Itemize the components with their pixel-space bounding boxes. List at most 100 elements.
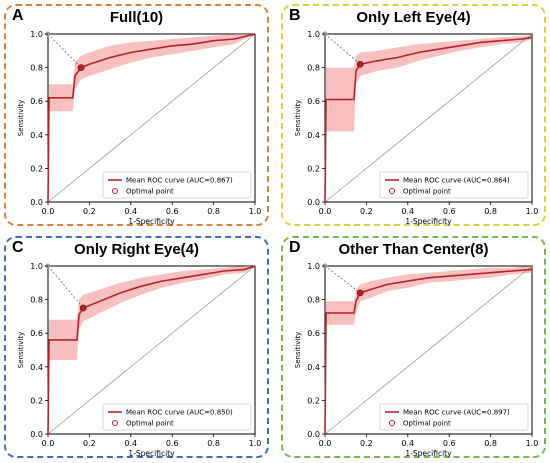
y-axis-label: Sensitivity [17,332,25,368]
optimal-point [356,289,364,297]
x-tick-label: 0.6 [166,439,179,448]
legend-curve-label: Mean ROC curve (AUC=0.864) [403,177,510,185]
y-axis-label: Sensitivity [294,332,302,368]
x-tick-label: 0.2 [360,439,373,448]
legend: Mean ROC curve (AUC=0.897) Optimal point [379,403,529,431]
y-tick-label: 1.0 [307,262,320,271]
confidence-band [48,266,255,434]
roc-plot: 0.0 0.2 0.4 0.6 0.8 1.0 0.0 0.2 0.4 0.6 0.8 1.0 1-Sp… [294,30,539,226]
mean-roc-curve [324,268,533,435]
x-tick-label: 1.0 [526,439,539,448]
optimal-guide-line [324,265,361,294]
x-axis-label: 1-Specificity [128,217,175,226]
panel-letter: B [289,7,301,24]
x-tick-label: 0.4 [401,439,414,448]
x-tick-label: 0.2 [360,207,373,216]
optimal-guide-line [47,265,84,309]
legend: Mean ROC curve (AUC=0.864) Optimal point [379,171,529,199]
panel-title: Other Than Center(8) [338,241,489,258]
y-tick-label: 0.6 [307,329,320,338]
y-tick-label: 0.0 [30,430,43,439]
roc-plot: 0.0 0.2 0.4 0.6 0.8 1.0 0.0 0.2 0.4 0.6 0.8 1.0 1-Sp… [17,262,262,458]
roc-plot: 0.0 0.2 0.4 0.6 0.8 1.0 0.0 0.2 0.4 0.6 0.8 1.0 1-Sp… [294,262,539,458]
x-tick-label: 0.8 [207,439,220,448]
x-tick-label: 0.0 [319,439,332,448]
legend-point-swatch [112,188,118,194]
x-tick-label: 0.8 [484,439,497,448]
y-tick-label: 0.8 [30,296,43,305]
legend-box [102,171,252,199]
y-tick-label: 0.8 [307,64,320,73]
y-tick-label: 0.6 [30,329,43,338]
y-tick-label: 0.0 [307,430,320,439]
y-tick-label: 0.4 [307,363,320,372]
legend-curve-label: Mean ROC curve (AUC=0.867) [126,177,233,185]
x-tick-label: 0.8 [484,207,497,216]
x-tick-label: 1.0 [249,439,262,448]
roc-panel-d: D Other Than Center(8) 0.0 0.2 0.4 0.6 0.8 1.… [281,236,546,458]
legend-point-label: Optimal point [126,188,174,196]
panel-letter: D [289,239,301,256]
roc-panel-b: B Only Left Eye(4) 0.0 0.2 0.4 0.6 0.8 1.0 0.0… [281,4,546,226]
panel-title: Full(10) [109,9,164,26]
panel-title: Only Right Eye(4) [73,241,200,258]
y-tick-label: 1.0 [307,30,320,39]
legend-point-swatch [389,188,395,194]
x-tick-label: 0.0 [42,439,55,448]
x-tick-label: 0.8 [207,207,220,216]
roc-panel-a: A Full(10) 0.0 0.2 0.4 0.6 0.8 1.0 0.0 0.2 0.4 0.… [4,4,269,226]
y-tick-label: 0.0 [30,198,43,207]
legend-curve-label: Mean ROC curve (AUC=0.897) [403,409,510,417]
optimal-point [77,64,85,71]
chance-line [324,265,533,435]
legend-point-swatch [112,420,118,426]
mean-roc-curve [324,36,533,203]
y-tick-label: 0.4 [307,131,320,140]
y-tick-label: 0.8 [30,64,43,73]
chance-line [47,265,256,435]
y-tick-label: 0.4 [30,363,43,372]
y-tick-label: 0.6 [30,97,43,106]
x-tick-label: 0.2 [83,439,96,448]
y-axis-label: Sensitivity [294,100,302,136]
legend-box [379,171,529,199]
y-tick-label: 0.0 [307,198,320,207]
legend-box [379,403,529,431]
y-axis-label: Sensitivity [17,100,25,136]
optimal-point [356,60,364,68]
legend-point-label: Optimal point [403,188,451,196]
x-tick-label: 0.0 [42,207,55,216]
panel-letter: C [12,239,24,256]
x-tick-label: 0.4 [124,439,137,448]
optimal-point [79,304,87,312]
y-tick-label: 0.2 [307,164,320,173]
y-tick-label: 0.2 [307,396,320,405]
panel-letter: A [12,7,24,24]
x-axis-label: 1-Specificity [405,217,452,226]
panel-title: Only Left Eye(4) [356,9,471,26]
x-tick-label: 0.2 [83,207,96,216]
y-tick-label: 0.2 [30,164,43,173]
mean-roc-curve [47,265,256,435]
legend: Mean ROC curve (AUC=0.850) Optimal point [102,403,252,431]
y-tick-label: 0.8 [307,296,320,305]
legend-point-label: Optimal point [403,420,451,428]
legend: Mean ROC curve (AUC=0.867) Optimal point [102,171,252,199]
legend-point-label: Optimal point [126,420,174,428]
chance-line [324,33,533,203]
legend-box [102,403,252,431]
y-tick-label: 1.0 [30,30,43,39]
x-tick-label: 0.4 [401,207,414,216]
x-tick-label: 0.6 [443,207,456,216]
roc-panel-c: C Only Right Eye(4) 0.0 0.2 0.4 0.6 0.8 1.0 0.… [4,236,269,458]
x-tick-label: 0.6 [166,207,179,216]
legend-curve-label: Mean ROC curve (AUC=0.850) [126,409,233,417]
y-tick-label: 0.4 [30,131,43,140]
x-axis-label: 1-Specificity [128,449,175,458]
y-tick-label: 0.6 [307,97,320,106]
x-tick-label: 0.4 [124,207,137,216]
x-tick-label: 1.0 [526,207,539,216]
x-tick-label: 0.6 [443,439,456,448]
y-tick-label: 0.2 [30,396,43,405]
roc-plot: 0.0 0.2 0.4 0.6 0.8 1.0 0.0 0.2 0.4 0.6 0.8 1.0 1-Sp… [17,30,261,226]
